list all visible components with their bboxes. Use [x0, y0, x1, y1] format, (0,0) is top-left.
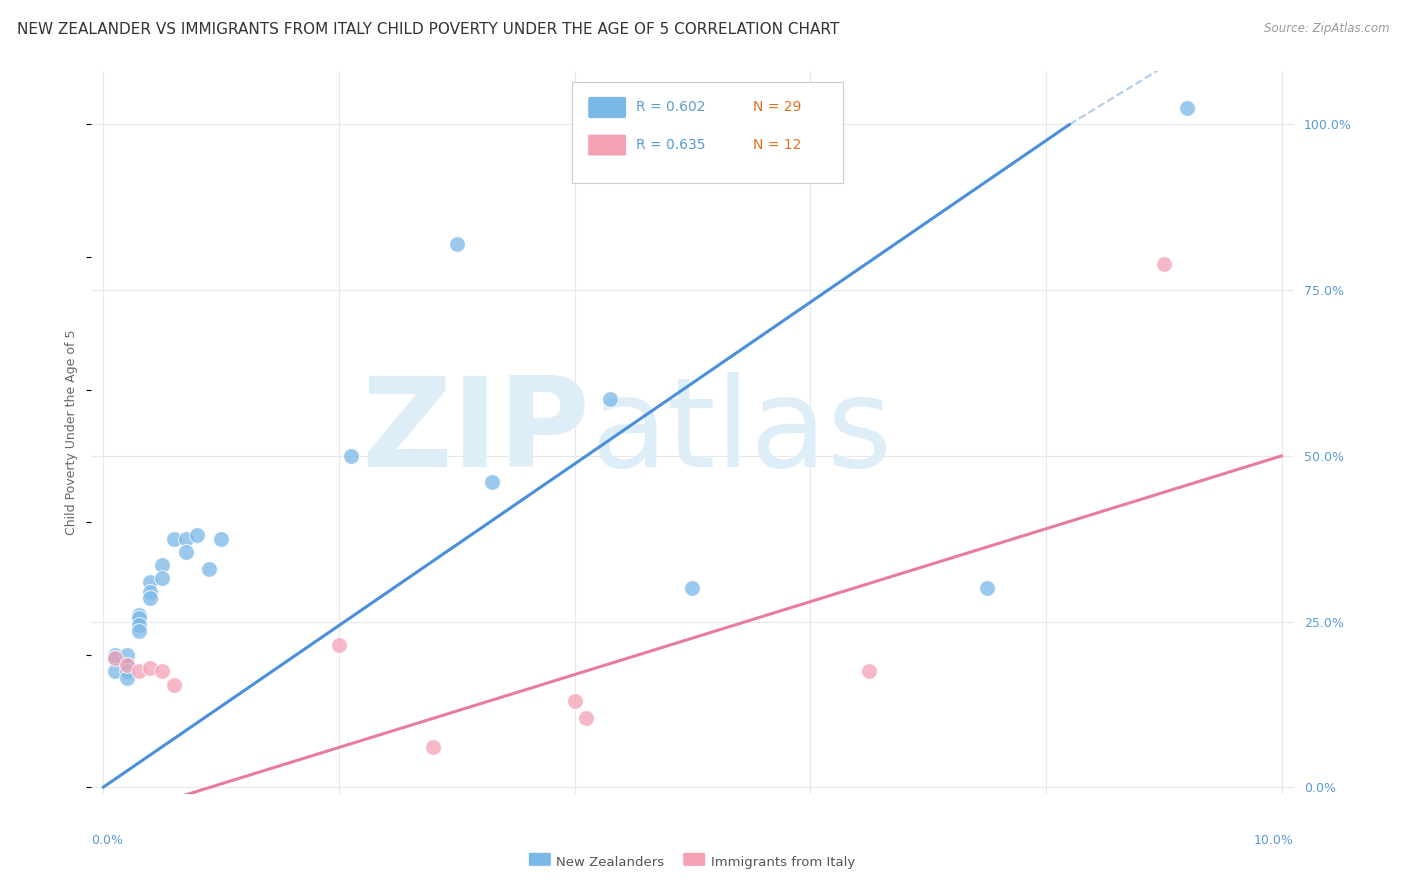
Point — [128, 618, 150, 632]
Text: R = 0.635: R = 0.635 — [636, 138, 706, 152]
Text: N = 12: N = 12 — [752, 138, 801, 152]
Legend: New Zealanders, Immigrants from Italy: New Zealanders, Immigrants from Italy — [524, 850, 860, 874]
FancyBboxPatch shape — [588, 96, 626, 119]
Point — [564, 694, 586, 708]
Point — [104, 651, 127, 665]
Point — [150, 558, 173, 573]
Point — [115, 657, 138, 672]
Point — [198, 561, 221, 575]
Point — [328, 638, 350, 652]
Point — [163, 532, 186, 546]
Point — [1153, 257, 1175, 271]
Point — [174, 545, 197, 559]
Point — [209, 532, 232, 546]
Point — [150, 665, 173, 679]
Point — [858, 665, 880, 679]
Point — [339, 449, 361, 463]
Point — [481, 475, 503, 490]
Text: ZIP: ZIP — [361, 372, 591, 493]
Text: Source: ZipAtlas.com: Source: ZipAtlas.com — [1264, 22, 1389, 36]
Point — [128, 611, 150, 625]
Point — [575, 711, 598, 725]
Point — [115, 648, 138, 662]
Text: NEW ZEALANDER VS IMMIGRANTS FROM ITALY CHILD POVERTY UNDER THE AGE OF 5 CORRELAT: NEW ZEALANDER VS IMMIGRANTS FROM ITALY C… — [17, 22, 839, 37]
Point — [150, 571, 173, 585]
Point — [128, 665, 150, 679]
Point — [422, 740, 444, 755]
Point — [115, 665, 138, 679]
Y-axis label: Child Poverty Under the Age of 5: Child Poverty Under the Age of 5 — [65, 330, 79, 535]
Point — [139, 584, 162, 599]
Point — [174, 532, 197, 546]
Point — [104, 651, 127, 665]
Point — [115, 671, 138, 685]
Point — [128, 607, 150, 622]
Point — [139, 574, 162, 589]
Point — [446, 236, 468, 251]
Point — [976, 582, 998, 596]
Point — [599, 392, 621, 407]
Point — [139, 591, 162, 606]
Point — [681, 582, 703, 596]
FancyBboxPatch shape — [572, 82, 842, 184]
Point — [139, 661, 162, 675]
Point — [1177, 101, 1199, 115]
FancyBboxPatch shape — [588, 134, 626, 156]
Text: atlas: atlas — [591, 372, 893, 493]
Text: R = 0.602: R = 0.602 — [636, 101, 706, 114]
Text: 10.0%: 10.0% — [1254, 834, 1294, 847]
Point — [128, 624, 150, 639]
Text: 0.0%: 0.0% — [91, 834, 124, 847]
Point — [163, 677, 186, 691]
Point — [104, 648, 127, 662]
Text: N = 29: N = 29 — [752, 101, 801, 114]
Point — [186, 528, 208, 542]
Point — [104, 665, 127, 679]
Point — [115, 657, 138, 672]
